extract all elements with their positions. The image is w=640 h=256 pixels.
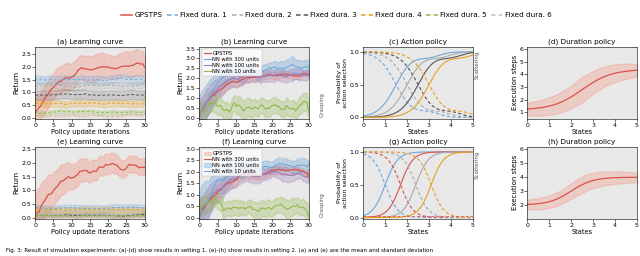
Line: GPSTPS: GPSTPS	[199, 169, 308, 210]
X-axis label: Policy update iterations: Policy update iterations	[51, 229, 129, 236]
NN with 10 units	[216, 104, 223, 107]
Title: (g) Action policy: (g) Action policy	[388, 139, 447, 145]
Y-axis label: Return: Return	[14, 171, 20, 194]
NN with 10 units	[225, 111, 233, 114]
GPSTPS	[301, 72, 308, 75]
GPSTPS	[305, 175, 312, 178]
GPSTPS	[195, 209, 203, 212]
NN with 100 units	[230, 77, 238, 80]
NN with 10 units	[300, 100, 307, 103]
Y-axis label: Execution steps: Execution steps	[512, 155, 518, 210]
Title: (a) Learning curve: (a) Learning curve	[57, 39, 123, 45]
Y-axis label: Probability of
action selection: Probability of action selection	[337, 58, 348, 108]
Text: Scattering: Scattering	[475, 50, 480, 79]
Title: (d) Duration policy: (d) Duration policy	[548, 39, 616, 45]
GPSTPS	[214, 191, 221, 194]
GPSTPS	[264, 170, 272, 174]
NN with 300 units	[288, 63, 296, 66]
NN with 300 units	[227, 71, 235, 74]
Legend: GPSTPS, NN with 300 units, NN with 100 units, NN with 10 units: GPSTPS, NN with 300 units, NN with 100 u…	[202, 49, 262, 76]
X-axis label: States: States	[572, 129, 593, 135]
Text: Scattering: Scattering	[475, 150, 480, 179]
NN with 10 units	[234, 103, 242, 106]
GPSTPS	[195, 114, 203, 117]
NN with 300 units	[232, 71, 240, 74]
Line: GPSTPS: GPSTPS	[199, 73, 308, 116]
Legend: GPSTPS, Fixed dura. 1, Fixed dura. 2, Fixed dura. 3, Fixed dura. 4, Fixed dura. : GPSTPS, Fixed dura. 1, Fixed dura. 2, Fi…	[121, 12, 551, 18]
GPSTPS	[227, 181, 235, 184]
GPSTPS	[275, 167, 283, 170]
Text: Fig. 3: Result of simulation experiments: (a)-(d) show results in setting 1, (e): Fig. 3: Result of simulation experiments…	[6, 248, 433, 253]
NN with 100 units	[214, 87, 221, 90]
NN with 100 units	[264, 74, 272, 77]
X-axis label: States: States	[408, 129, 429, 135]
Title: (h) Duration policy: (h) Duration policy	[548, 139, 616, 145]
Y-axis label: Probability of
action selection: Probability of action selection	[337, 158, 348, 208]
NN with 100 units	[195, 116, 203, 120]
Y-axis label: Return: Return	[14, 71, 20, 94]
GPSTPS	[223, 182, 231, 185]
GPSTPS	[230, 179, 238, 182]
GPSTPS	[227, 80, 235, 83]
Title: (f) Learning curve: (f) Learning curve	[222, 139, 286, 145]
Line: NN with 300 units: NN with 300 units	[199, 65, 308, 119]
X-axis label: Policy update iterations: Policy update iterations	[214, 229, 293, 236]
Y-axis label: Return: Return	[178, 71, 184, 94]
NN with 300 units	[305, 65, 312, 68]
GPSTPS	[264, 73, 272, 76]
NN with 100 units	[227, 78, 235, 81]
Text: Grasping: Grasping	[319, 193, 324, 217]
NN with 10 units	[197, 111, 205, 114]
X-axis label: States: States	[572, 229, 593, 236]
Y-axis label: Execution steps: Execution steps	[512, 55, 518, 110]
Y-axis label: Return: Return	[178, 171, 184, 194]
X-axis label: Policy update iterations: Policy update iterations	[214, 129, 293, 135]
GPSTPS	[230, 80, 238, 83]
Line: NN with 100 units: NN with 100 units	[199, 73, 308, 118]
NN with 10 units	[232, 105, 240, 108]
X-axis label: States: States	[408, 229, 429, 236]
Title: (b) Learning curve: (b) Learning curve	[221, 39, 287, 45]
NN with 300 units	[264, 67, 272, 70]
Title: (e) Learning curve: (e) Learning curve	[57, 139, 123, 145]
NN with 300 units	[223, 73, 231, 76]
Legend: GPSTPS, NN with 300 units, NN with 100 units, NN with 10 units: GPSTPS, NN with 300 units, NN with 100 u…	[202, 149, 262, 176]
NN with 10 units	[195, 106, 203, 110]
Line: NN with 10 units: NN with 10 units	[199, 102, 308, 113]
GPSTPS	[214, 90, 221, 93]
NN with 300 units	[195, 118, 203, 121]
NN with 300 units	[230, 70, 238, 73]
GPSTPS	[232, 178, 240, 182]
NN with 10 units	[305, 109, 312, 112]
Title: (c) Action policy: (c) Action policy	[389, 39, 447, 45]
NN with 100 units	[232, 78, 240, 81]
NN with 100 units	[223, 79, 231, 82]
Text: Grasping: Grasping	[319, 92, 324, 117]
NN with 10 units	[229, 103, 237, 106]
NN with 300 units	[214, 81, 221, 84]
X-axis label: Policy update iterations: Policy update iterations	[51, 129, 129, 135]
GPSTPS	[232, 81, 240, 84]
GPSTPS	[305, 73, 312, 77]
NN with 100 units	[305, 72, 312, 75]
GPSTPS	[223, 82, 231, 85]
NN with 10 units	[266, 107, 273, 110]
